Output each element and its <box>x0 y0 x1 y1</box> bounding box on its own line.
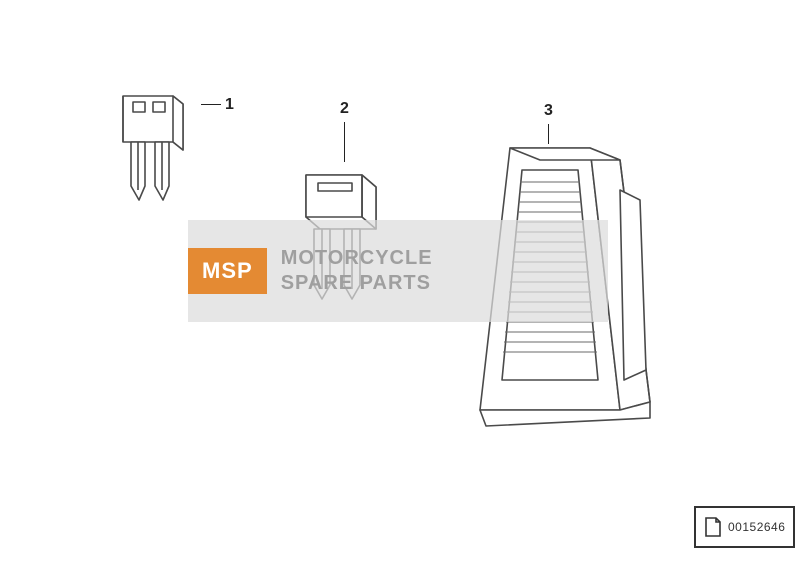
callout-2: 2 <box>340 100 349 118</box>
part-fuse-puller <box>470 130 670 430</box>
drawing-id-number: 00152646 <box>728 520 785 534</box>
part-fuse-mini <box>115 90 195 210</box>
diagram-canvas: 1 2 3 <box>0 0 800 565</box>
callout-number: 1 <box>225 96 234 113</box>
page-icon <box>704 516 722 538</box>
callout-1: 1 <box>197 96 234 114</box>
callout-3: 3 <box>544 102 553 120</box>
callout-number: 2 <box>340 100 349 117</box>
callout-number: 3 <box>544 102 553 119</box>
callout-2-leader <box>344 122 345 162</box>
callout-dash <box>201 104 221 105</box>
drawing-id-plate: 00152646 <box>694 506 795 548</box>
watermark-badge: MSP <box>188 248 267 294</box>
part-fuse-std <box>300 165 385 305</box>
